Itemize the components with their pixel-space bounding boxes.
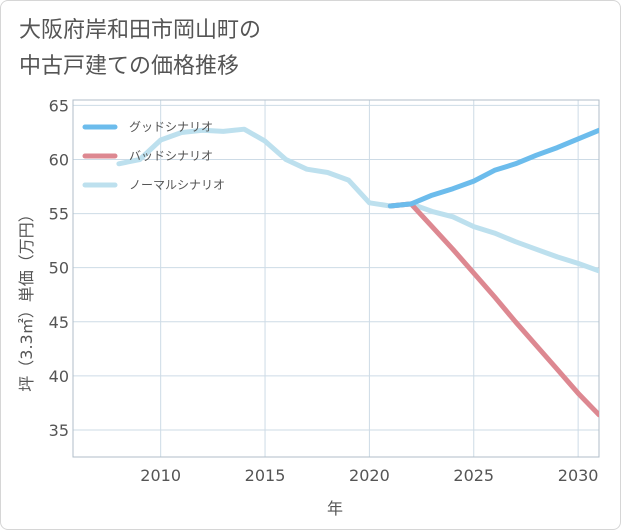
x-tick-label: 2030 xyxy=(558,466,599,485)
x-tick-label: 2025 xyxy=(453,466,494,485)
series-line-3 xyxy=(116,126,599,274)
x-axis-ticks: 2010 2015 2020 2025 2030 xyxy=(140,466,598,485)
legend-label-3: ノーマルシナリオ xyxy=(129,178,225,192)
x-tick-label: 2010 xyxy=(140,466,181,485)
legend-label-1: グッドシナリオ xyxy=(129,120,213,134)
chart-title-line-2: 中古戸建ての価格推移 xyxy=(19,54,240,79)
y-tick-label: 45 xyxy=(49,313,69,332)
y-tick-label: 60 xyxy=(49,151,69,170)
y-tick-label: 40 xyxy=(49,367,69,386)
chart-title: 大阪府岸和田市岡山町の 中古戸建ての価格推移 xyxy=(19,13,579,85)
legend-label-2: バッドシナリオ xyxy=(129,149,213,163)
x-tick-label: 2020 xyxy=(349,466,390,485)
x-axis-label: 年 xyxy=(327,499,343,518)
y-axis-ticks: 35 40 45 50 55 60 65 xyxy=(49,96,69,440)
y-tick-label: 35 xyxy=(49,421,69,440)
y-tick-label: 55 xyxy=(49,205,69,224)
grid xyxy=(73,100,599,457)
plot-border xyxy=(72,99,600,458)
chart-title-line-1: 大阪府岸和田市岡山町の xyxy=(19,18,262,43)
x-tick-label: 2015 xyxy=(245,466,286,485)
y-tick-label: 50 xyxy=(49,259,69,278)
series-layer xyxy=(116,126,599,418)
y-tick-label: 65 xyxy=(49,96,69,115)
y-axis-label: 坪（3.3㎡）単価（万円） xyxy=(17,206,36,391)
plot-area xyxy=(72,99,600,458)
series-line-1 xyxy=(387,127,599,209)
series-line-2 xyxy=(387,201,599,418)
